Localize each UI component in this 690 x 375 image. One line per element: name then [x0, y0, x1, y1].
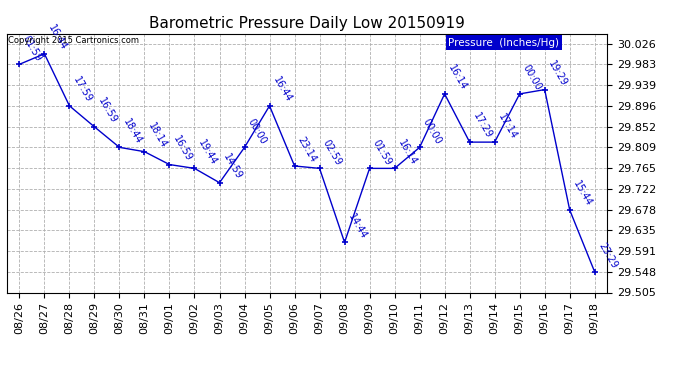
Text: 16:14: 16:14 — [396, 138, 419, 167]
Text: Copyright 2015 Cartronics.com: Copyright 2015 Cartronics.com — [8, 36, 139, 45]
Text: 16:14: 16:14 — [446, 63, 469, 93]
Text: 16:59: 16:59 — [171, 134, 193, 163]
Text: 17:29: 17:29 — [471, 111, 493, 141]
Text: 01:59: 01:59 — [371, 138, 393, 167]
Text: 17:59: 17:59 — [71, 75, 93, 105]
Text: 01:59: 01:59 — [21, 34, 43, 63]
Text: 16:44: 16:44 — [46, 23, 68, 52]
Text: 02:59: 02:59 — [321, 138, 344, 167]
Text: 00:00: 00:00 — [521, 63, 544, 93]
Text: 14:59: 14:59 — [221, 152, 244, 181]
Text: Pressure  (Inches/Hg): Pressure (Inches/Hg) — [448, 38, 559, 48]
Text: 16:44: 16:44 — [271, 75, 293, 105]
Text: 23:14: 23:14 — [296, 135, 319, 165]
Text: 14:44: 14:44 — [346, 212, 368, 241]
Text: 16:59: 16:59 — [96, 96, 119, 126]
Text: 17:14: 17:14 — [496, 112, 519, 141]
Text: 18:44: 18:44 — [121, 117, 144, 146]
Text: 23:29: 23:29 — [596, 242, 619, 271]
Title: Barometric Pressure Daily Low 20150919: Barometric Pressure Daily Low 20150919 — [149, 16, 465, 31]
Text: 00:00: 00:00 — [246, 117, 268, 146]
Text: 15:44: 15:44 — [571, 179, 593, 209]
Text: 00:00: 00:00 — [421, 117, 444, 146]
Text: 18:14: 18:14 — [146, 121, 168, 150]
Text: 19:44: 19:44 — [196, 138, 219, 167]
Text: 19:29: 19:29 — [546, 59, 569, 88]
